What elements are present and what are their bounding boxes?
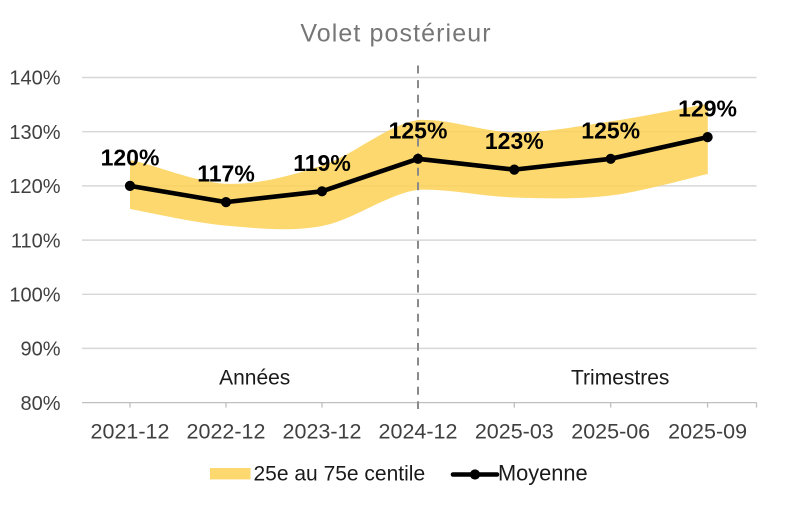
svg-text:2025-06: 2025-06 (571, 420, 650, 444)
svg-text:Moyenne: Moyenne (498, 461, 588, 486)
svg-text:80%: 80% (20, 393, 60, 415)
svg-text:125%: 125% (581, 117, 640, 143)
svg-text:2025-09: 2025-09 (668, 420, 747, 444)
svg-text:2025-03: 2025-03 (475, 420, 554, 444)
svg-text:120%: 120% (101, 145, 160, 171)
svg-text:119%: 119% (293, 150, 351, 176)
svg-text:117%: 117% (197, 161, 255, 187)
svg-text:Volet postérieur: Volet postérieur (300, 20, 491, 48)
svg-text:90%: 90% (20, 339, 60, 361)
svg-text:100%: 100% (9, 285, 60, 307)
svg-text:120%: 120% (9, 176, 60, 198)
svg-text:130%: 130% (9, 122, 60, 144)
svg-text:Trimestres: Trimestres (571, 366, 669, 389)
svg-text:129%: 129% (678, 96, 737, 122)
svg-text:25e au 75e centile: 25e au 75e centile (254, 463, 426, 486)
svg-text:123%: 123% (485, 128, 544, 154)
svg-text:2022-12: 2022-12 (187, 420, 266, 444)
svg-text:110%: 110% (11, 230, 61, 252)
svg-text:125%: 125% (389, 117, 448, 143)
svg-text:140%: 140% (9, 68, 60, 90)
svg-text:2024-12: 2024-12 (379, 420, 458, 444)
svg-text:2021-12: 2021-12 (91, 420, 170, 444)
svg-text:2023-12: 2023-12 (283, 420, 362, 444)
svg-text:Années: Années (219, 367, 290, 390)
